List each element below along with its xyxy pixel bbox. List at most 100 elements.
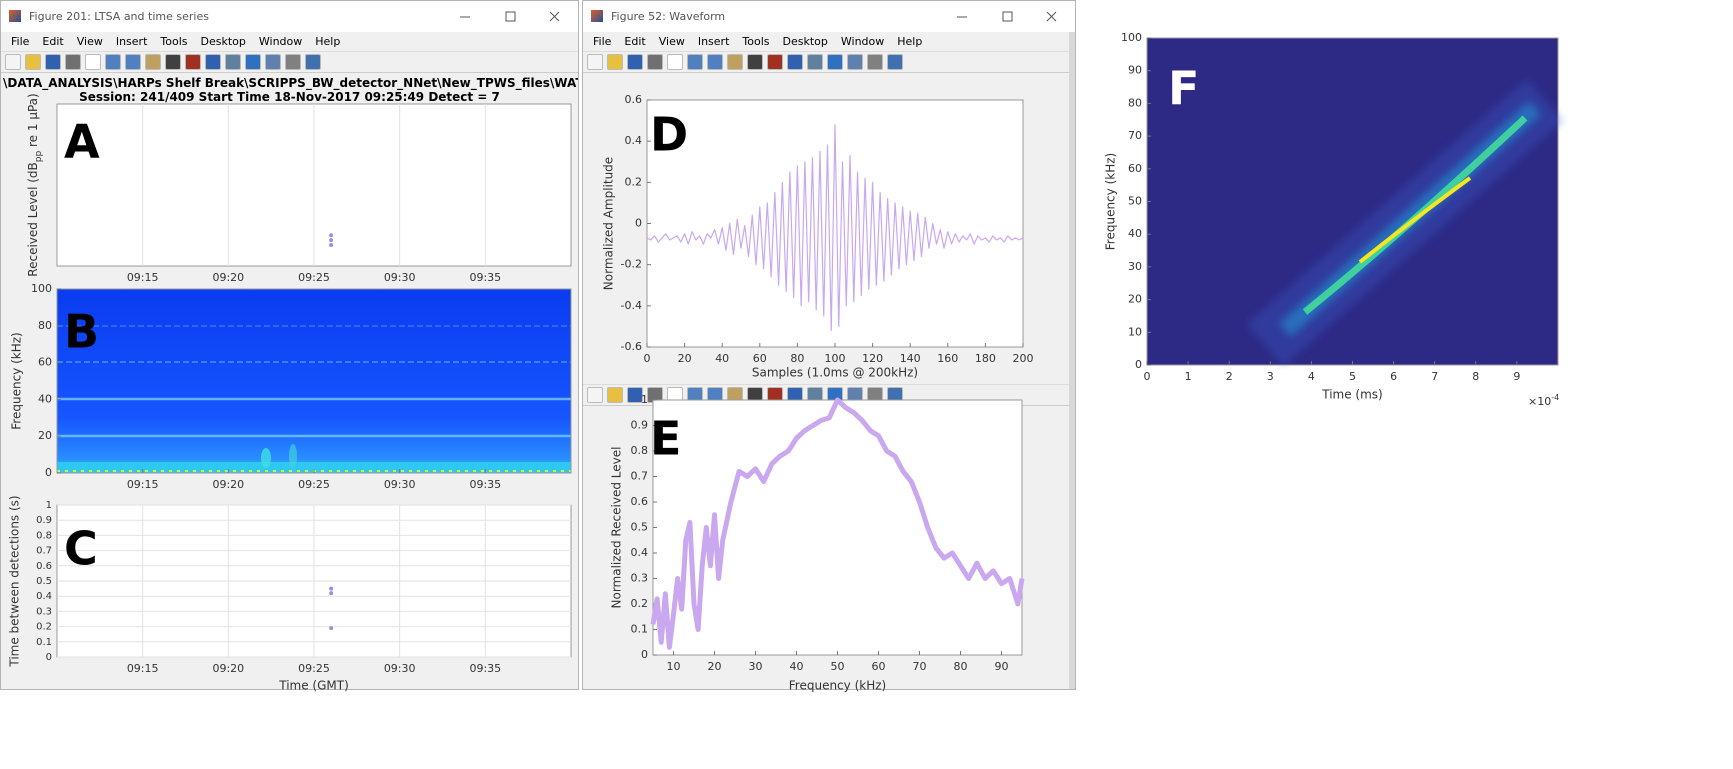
y-tick-label: 0 bbox=[46, 652, 52, 663]
menu-item[interactable]: Desktop bbox=[200, 35, 246, 48]
menu-item[interactable]: View bbox=[658, 35, 685, 48]
toolbar-button[interactable] bbox=[887, 54, 903, 70]
toolbar-button[interactable] bbox=[627, 54, 643, 70]
menu-item[interactable]: Help bbox=[897, 35, 923, 48]
toolbar-button[interactable] bbox=[747, 54, 763, 70]
toolbar-button[interactable] bbox=[787, 54, 803, 70]
x-tick-label: 09:20 bbox=[212, 271, 244, 284]
y-tick-label: 0.6 bbox=[631, 495, 649, 508]
y-axis-label-part: pp bbox=[34, 151, 44, 163]
x-tick-label: 09:35 bbox=[469, 662, 501, 675]
x-tick-label: 180 bbox=[975, 352, 996, 365]
toolbar-button[interactable] bbox=[5, 54, 21, 70]
x-tick-label: 30 bbox=[749, 660, 763, 673]
x-tick-label: 100 bbox=[825, 352, 846, 365]
toolbar-button[interactable] bbox=[587, 54, 603, 70]
x-tick-label: 09:35 bbox=[469, 478, 501, 491]
toolbar-button[interactable] bbox=[627, 387, 643, 403]
toolbar-button[interactable] bbox=[647, 54, 663, 70]
x-tick-label: 9 bbox=[1513, 370, 1520, 383]
x-tick-label: 50 bbox=[831, 660, 845, 673]
x-tick-label: 1 bbox=[1185, 370, 1192, 383]
heatmap-image bbox=[1147, 38, 1564, 366]
toolbar-button[interactable] bbox=[185, 54, 201, 70]
x-tick-label: 09:20 bbox=[212, 478, 244, 491]
toolbar-button[interactable] bbox=[767, 54, 783, 70]
menu-item[interactable]: Insert bbox=[115, 35, 148, 48]
y-tick-label: -0.4 bbox=[621, 299, 642, 312]
detection-point bbox=[329, 626, 334, 631]
toolbar-button[interactable] bbox=[807, 54, 823, 70]
menu-item[interactable]: Edit bbox=[624, 35, 646, 48]
toolbar-button[interactable] bbox=[125, 54, 141, 70]
menu-item[interactable]: Edit bbox=[42, 35, 64, 48]
x-tick-label: 20 bbox=[678, 352, 692, 365]
y-tick-label: 1 bbox=[46, 500, 52, 511]
toolbar-button[interactable] bbox=[727, 54, 743, 70]
menu-item[interactable]: File bbox=[11, 35, 30, 48]
x-tick-label: 09:30 bbox=[384, 478, 416, 491]
scrollbar[interactable] bbox=[1069, 32, 1075, 689]
x-axis-label: Frequency (kHz) bbox=[789, 679, 886, 693]
y-axis-label: Time between detections (s) bbox=[8, 495, 22, 667]
window-title: Figure 201: LTSA and time series bbox=[29, 10, 209, 23]
x-tick-label: 160 bbox=[937, 352, 958, 365]
toolbar-button[interactable] bbox=[265, 54, 281, 70]
y-tick-label: 0.7 bbox=[631, 470, 649, 483]
toolbar-button[interactable] bbox=[867, 54, 883, 70]
toolbar bbox=[583, 51, 1075, 73]
x-tick-label: 120 bbox=[862, 352, 883, 365]
toolbar-button[interactable] bbox=[105, 54, 121, 70]
toolbar-button[interactable] bbox=[607, 54, 623, 70]
toolbar-button[interactable] bbox=[285, 54, 301, 70]
menu-item[interactable]: View bbox=[76, 35, 103, 48]
toolbar-button[interactable] bbox=[65, 54, 81, 70]
y-tick-label: 0 bbox=[45, 466, 52, 479]
toolbar-button[interactable] bbox=[145, 54, 161, 70]
menu-item[interactable]: Window bbox=[258, 35, 303, 48]
y-tick-label: 0.6 bbox=[36, 561, 52, 572]
toolbar-button[interactable] bbox=[687, 54, 703, 70]
y-tick-label: 0.2 bbox=[631, 597, 649, 610]
x-tick-label: 60 bbox=[872, 660, 886, 673]
toolbar-button[interactable] bbox=[707, 54, 723, 70]
x-tick-label: 6 bbox=[1390, 370, 1397, 383]
x-axis-label: Samples (1.0ms @ 200kHz) bbox=[752, 366, 918, 380]
menu-item[interactable]: Tools bbox=[160, 35, 188, 48]
toolbar-button[interactable] bbox=[827, 54, 843, 70]
toolbar-button[interactable] bbox=[305, 54, 321, 70]
menu-item[interactable]: Window bbox=[840, 35, 885, 48]
menu-item[interactable]: Insert bbox=[697, 35, 730, 48]
y-tick-label: 80 bbox=[1128, 96, 1142, 109]
toolbar-button[interactable] bbox=[165, 54, 181, 70]
menu-item[interactable]: Tools bbox=[742, 35, 770, 48]
toolbar-button[interactable] bbox=[205, 54, 221, 70]
toolbar-button[interactable] bbox=[85, 54, 101, 70]
y-tick-label: 0.9 bbox=[631, 419, 649, 432]
window-controls[interactable] bbox=[438, 1, 578, 32]
y-tick-label: 0.4 bbox=[36, 591, 52, 602]
detection-point bbox=[329, 586, 334, 591]
y-tick-label: 0.8 bbox=[36, 530, 52, 541]
data-line bbox=[650, 397, 1025, 650]
y-tick-label: 0.2 bbox=[625, 175, 643, 188]
toolbar-button[interactable] bbox=[847, 54, 863, 70]
toolbar-button[interactable] bbox=[667, 54, 683, 70]
window-controls[interactable] bbox=[935, 1, 1075, 32]
toolbar-button[interactable] bbox=[45, 54, 61, 70]
file-path: \DATA_ANALYSIS\HARPs Shelf Break\SCRIPPS… bbox=[3, 76, 579, 90]
y-tick-label: 70 bbox=[1128, 129, 1142, 142]
y-tick-label: 40 bbox=[38, 392, 52, 405]
menu-bar: File Edit View Insert Tools Desktop Window Help bbox=[1, 32, 578, 51]
toolbar-button[interactable] bbox=[607, 387, 623, 403]
toolbar-button[interactable] bbox=[245, 54, 261, 70]
x-tick-label: 09:15 bbox=[127, 478, 159, 491]
toolbar-button[interactable] bbox=[225, 54, 241, 70]
menu-item[interactable]: Desktop bbox=[782, 35, 828, 48]
menu-item[interactable]: File bbox=[593, 35, 612, 48]
toolbar-button[interactable] bbox=[587, 387, 603, 403]
y-tick-label: 10 bbox=[1128, 325, 1142, 338]
menu-item[interactable]: Help bbox=[315, 35, 341, 48]
x-tick-label: 40 bbox=[790, 660, 804, 673]
toolbar-button[interactable] bbox=[25, 54, 41, 70]
